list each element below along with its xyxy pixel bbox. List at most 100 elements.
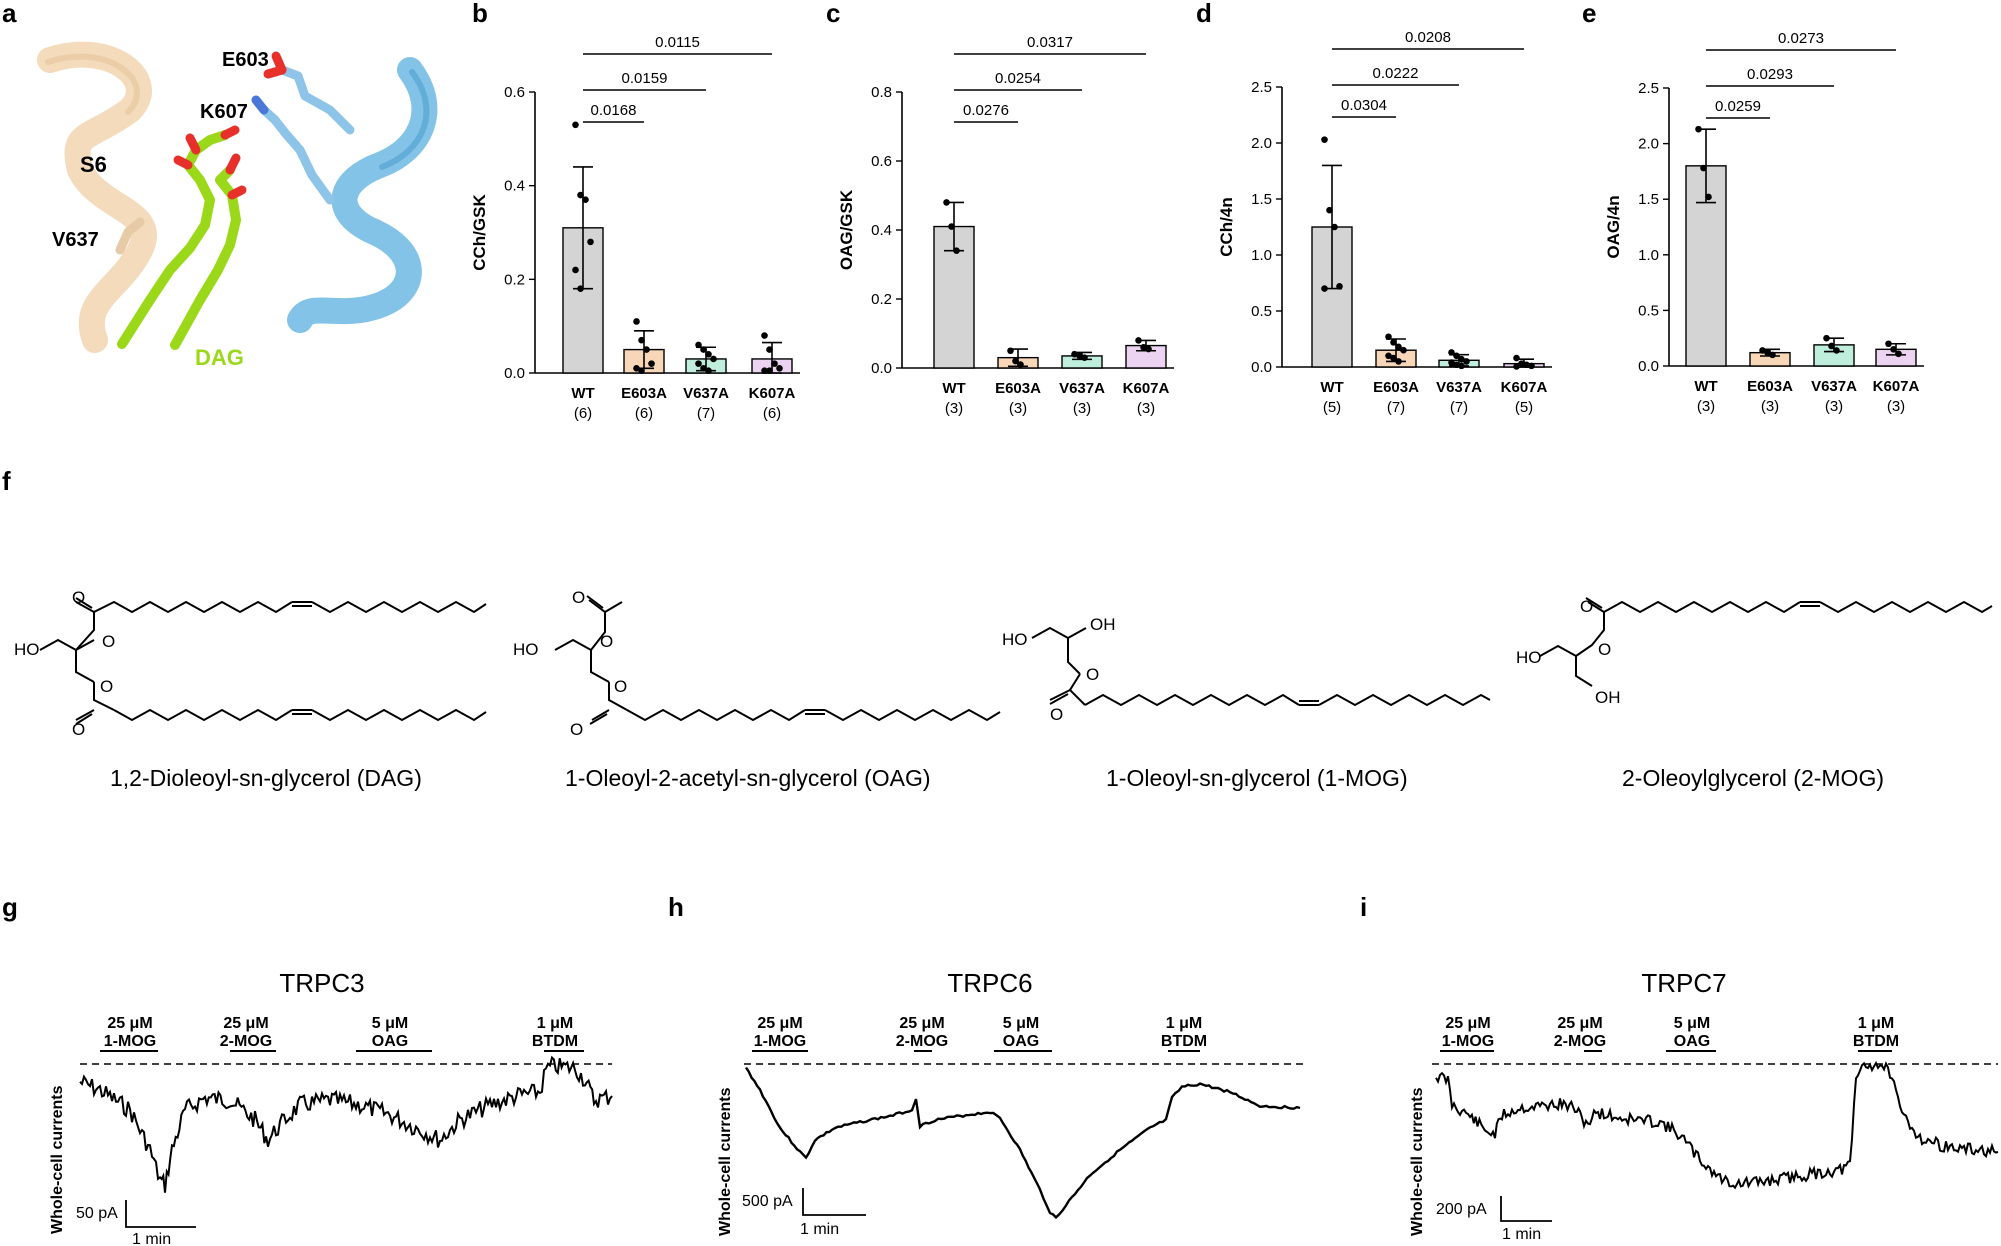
drug-name: OAG — [1674, 1033, 1710, 1050]
trace-ylabel: Whole-cell currents — [717, 1087, 734, 1236]
trace-panel-h: TRPC6 25 μM 1-MOG 25 μM 2-MOG 5 μM OAG 1… — [717, 968, 1306, 1238]
n-label: (3) — [1137, 400, 1155, 417]
data-point — [1448, 359, 1455, 366]
scale-bar — [1500, 1196, 1552, 1222]
drug-bar: 1 μM BTDM — [1161, 1015, 1207, 1052]
scale-y-label: 50 pA — [76, 1205, 118, 1222]
data-point — [1453, 361, 1460, 369]
atom-label: O — [1580, 597, 1593, 616]
data-point — [1145, 345, 1152, 353]
data-point — [1885, 340, 1892, 348]
data-point — [1395, 343, 1402, 351]
data-point — [1528, 362, 1535, 370]
x-tick-label: E603A — [1747, 378, 1793, 395]
structure-name-2mog: 2-Oleoylglycerol (2-MOG) — [1622, 765, 1884, 791]
y-axis-label: CCh/GSK — [470, 194, 489, 271]
scale-x-label: 1 min — [800, 1221, 839, 1238]
panel-label-c: c — [826, 0, 840, 28]
drug-name: 1-MOG — [104, 1033, 156, 1050]
drug-bar: 1 μM BTDM — [1853, 1015, 1899, 1052]
drug-name: BTDM — [1853, 1033, 1899, 1050]
p-value-label: 0.0276 — [963, 102, 1009, 119]
data-point — [577, 191, 584, 199]
y-tick-label: 0.4 — [871, 222, 892, 239]
scale-bar — [125, 1200, 196, 1228]
bar-chart-e: 0.0 0.5 1.0 1.5 2.0 2.5 OAG/4n WT (3) E603A (3) V63… — [1604, 30, 1924, 415]
n-label: (7) — [697, 405, 715, 422]
drug-bar: 5 μM OAG — [994, 1015, 1052, 1052]
data-point — [572, 266, 579, 274]
x-tick-label: WT — [571, 385, 594, 402]
drug-bar: 5 μM OAG — [356, 1015, 432, 1052]
current-trace-trpc6 — [745, 1066, 1301, 1220]
data-point — [1448, 349, 1455, 356]
p-value-label: 0.0159 — [622, 70, 668, 87]
data-point — [1071, 350, 1078, 358]
atom-label: O — [570, 720, 583, 739]
data-point — [1321, 285, 1328, 292]
p-value-label: 0.0222 — [1373, 65, 1419, 82]
x-tick-label: K607A — [749, 385, 796, 402]
p-value-label: 0.0208 — [1405, 29, 1451, 46]
y-tick-label: 2.0 — [1638, 136, 1659, 153]
data-point — [1390, 354, 1397, 362]
data-point — [638, 367, 645, 374]
atom-label: O — [614, 677, 627, 696]
y-tick-label: 0.0 — [1251, 359, 1272, 376]
n-label: (3) — [1887, 398, 1905, 415]
y-tick-label: 0.6 — [504, 84, 525, 101]
x-tick-label: K607A — [1123, 380, 1170, 397]
data-point — [695, 341, 702, 349]
data-point — [1890, 346, 1897, 353]
data-point — [1140, 344, 1147, 351]
drug-name: 2-MOG — [1554, 1033, 1606, 1050]
atom-label: O — [1050, 705, 1063, 724]
n-label: (6) — [763, 405, 781, 422]
k607-sidechain — [251, 95, 335, 205]
drug-concentration: 1 μM — [537, 1015, 573, 1032]
y-axis-label: OAG/GSK — [837, 189, 856, 270]
y-tick-label: 0.4 — [504, 178, 525, 195]
data-point — [1458, 362, 1465, 370]
drug-name: BTDM — [532, 1033, 578, 1050]
p-value-label: 0.0168 — [591, 102, 637, 119]
helix-right — [287, 57, 438, 333]
x-tick-label: WT — [1694, 378, 1717, 395]
data-point — [1385, 333, 1392, 341]
n-label: (7) — [1387, 399, 1405, 416]
atom-label: O — [600, 632, 613, 651]
data-point — [1081, 354, 1088, 361]
data-point — [695, 360, 702, 367]
trace-title: TRPC6 — [947, 968, 1032, 998]
label-k607: K607 — [200, 101, 248, 123]
x-tick-label: V637A — [1436, 379, 1482, 396]
data-point — [587, 238, 594, 246]
label-s6: S6 — [80, 152, 107, 177]
drug-name: BTDM — [1161, 1033, 1207, 1050]
trace-panel-g: TRPC3 25 μM 1-MOG 25 μM 2-MOG 5 μM OAG 1… — [49, 968, 613, 1246]
scale-x-label: 1 min — [1502, 1226, 1541, 1243]
data-point — [1017, 361, 1024, 368]
drug-concentration: 5 μM — [1003, 1015, 1039, 1032]
data-point — [1463, 358, 1470, 365]
y-tick-label: 0.6 — [871, 153, 892, 170]
p-value-label: 0.0304 — [1341, 97, 1387, 114]
x-tick-label: WT — [942, 380, 965, 397]
data-point — [1390, 339, 1397, 346]
trace-title: TRPC7 — [1641, 968, 1726, 998]
v637-sidechain — [115, 217, 145, 255]
structure-oag — [554, 595, 1001, 725]
n-label: (6) — [635, 405, 653, 422]
atom-label: HO — [513, 640, 539, 659]
drug-concentration: 1 μM — [1166, 1015, 1202, 1032]
n-label: (5) — [1323, 399, 1341, 416]
drug-bar: 1 μM BTDM — [532, 1015, 584, 1052]
drug-name: 1-MOG — [1442, 1033, 1494, 1050]
y-tick-label: 0.5 — [1638, 302, 1659, 319]
data-point — [1007, 347, 1014, 355]
x-tick-label: E603A — [1373, 379, 1419, 396]
atom-label: O — [72, 720, 85, 739]
panel-label-b: b — [472, 0, 488, 28]
x-tick-label: V637A — [683, 385, 729, 402]
data-point — [705, 350, 712, 358]
